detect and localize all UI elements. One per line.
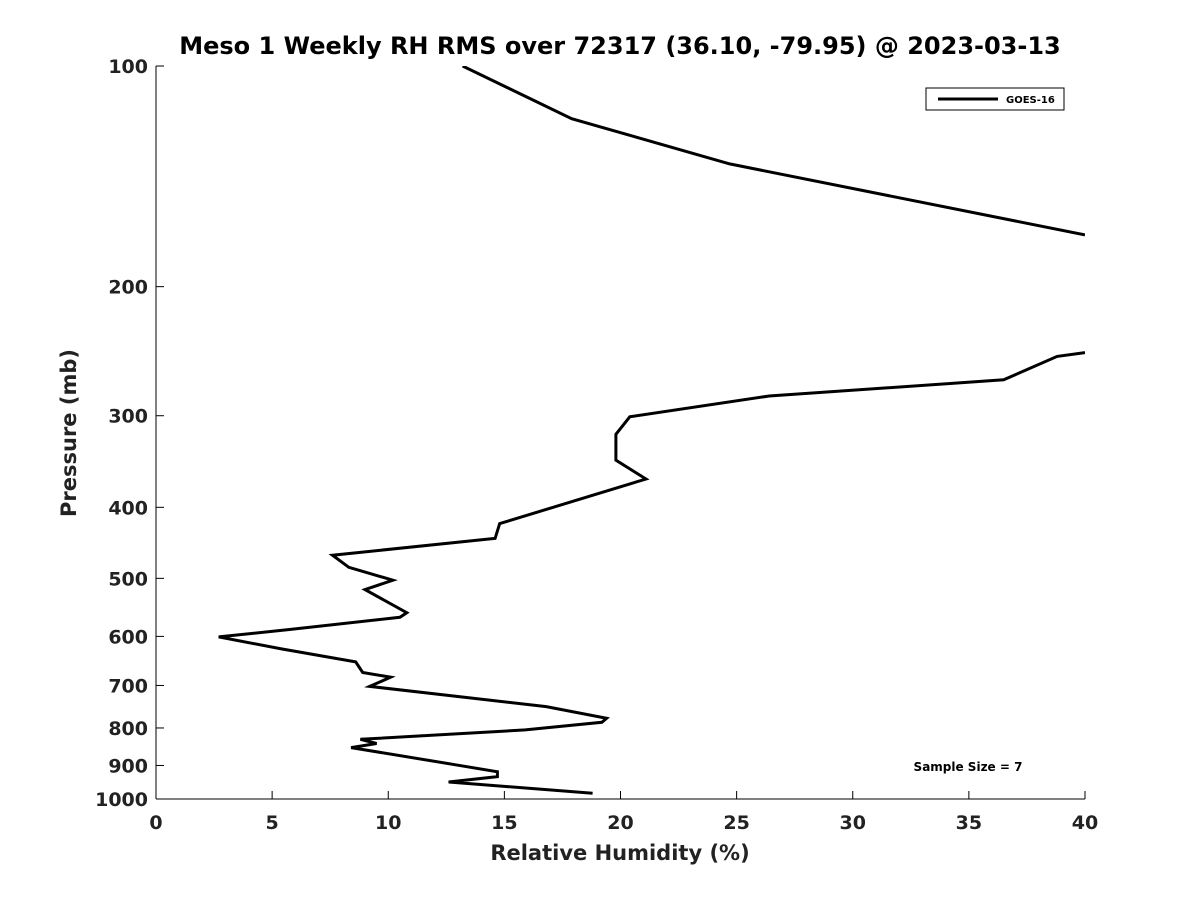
series-line-goes-16-segment-1 [461, 66, 1085, 237]
x-tick-label: 0 [149, 812, 162, 834]
y-tick-label: 100 [108, 56, 148, 78]
y-axis: 100 200 300 400 500 600 700 800 900 1000 [95, 56, 164, 811]
y-tick-label: 400 [108, 497, 148, 519]
x-tick-label: 15 [491, 812, 517, 834]
x-tick-label: 20 [607, 812, 633, 834]
x-tick-label: 25 [723, 812, 749, 834]
chart-title: Meso 1 Weekly RH RMS over 72317 (36.10, … [179, 32, 1061, 60]
x-tick-label: 10 [375, 812, 401, 834]
y-tick-label: 500 [108, 568, 148, 590]
series-line-goes-16-segment-2 [218, 351, 1085, 795]
plot-area [155, 66, 1085, 800]
x-axis: 0 5 10 15 20 25 30 35 40 [149, 791, 1098, 834]
legend: GOES-16 [925, 87, 1065, 111]
y-tick-label: 900 [108, 755, 148, 777]
x-tick-label: 35 [956, 812, 982, 834]
y-tick-label: 800 [108, 718, 148, 740]
y-tick-label: 300 [108, 406, 148, 428]
sample-size-annotation: Sample Size = 7 [914, 760, 1023, 774]
y-axis-label: Pressure (mb) [57, 349, 81, 517]
y-tick-label: 200 [108, 277, 148, 299]
x-axis-label: Relative Humidity (%) [490, 841, 749, 865]
legend-entry-goes-16: GOES-16 [1006, 95, 1055, 106]
y-tick-label: 600 [108, 626, 148, 648]
x-tick-label: 30 [840, 812, 866, 834]
x-tick-label: 40 [1072, 812, 1098, 834]
y-tick-label: 1000 [95, 789, 148, 811]
series-group [218, 66, 1085, 795]
y-tick-label: 700 [108, 675, 148, 697]
x-tick-label: 5 [266, 812, 279, 834]
